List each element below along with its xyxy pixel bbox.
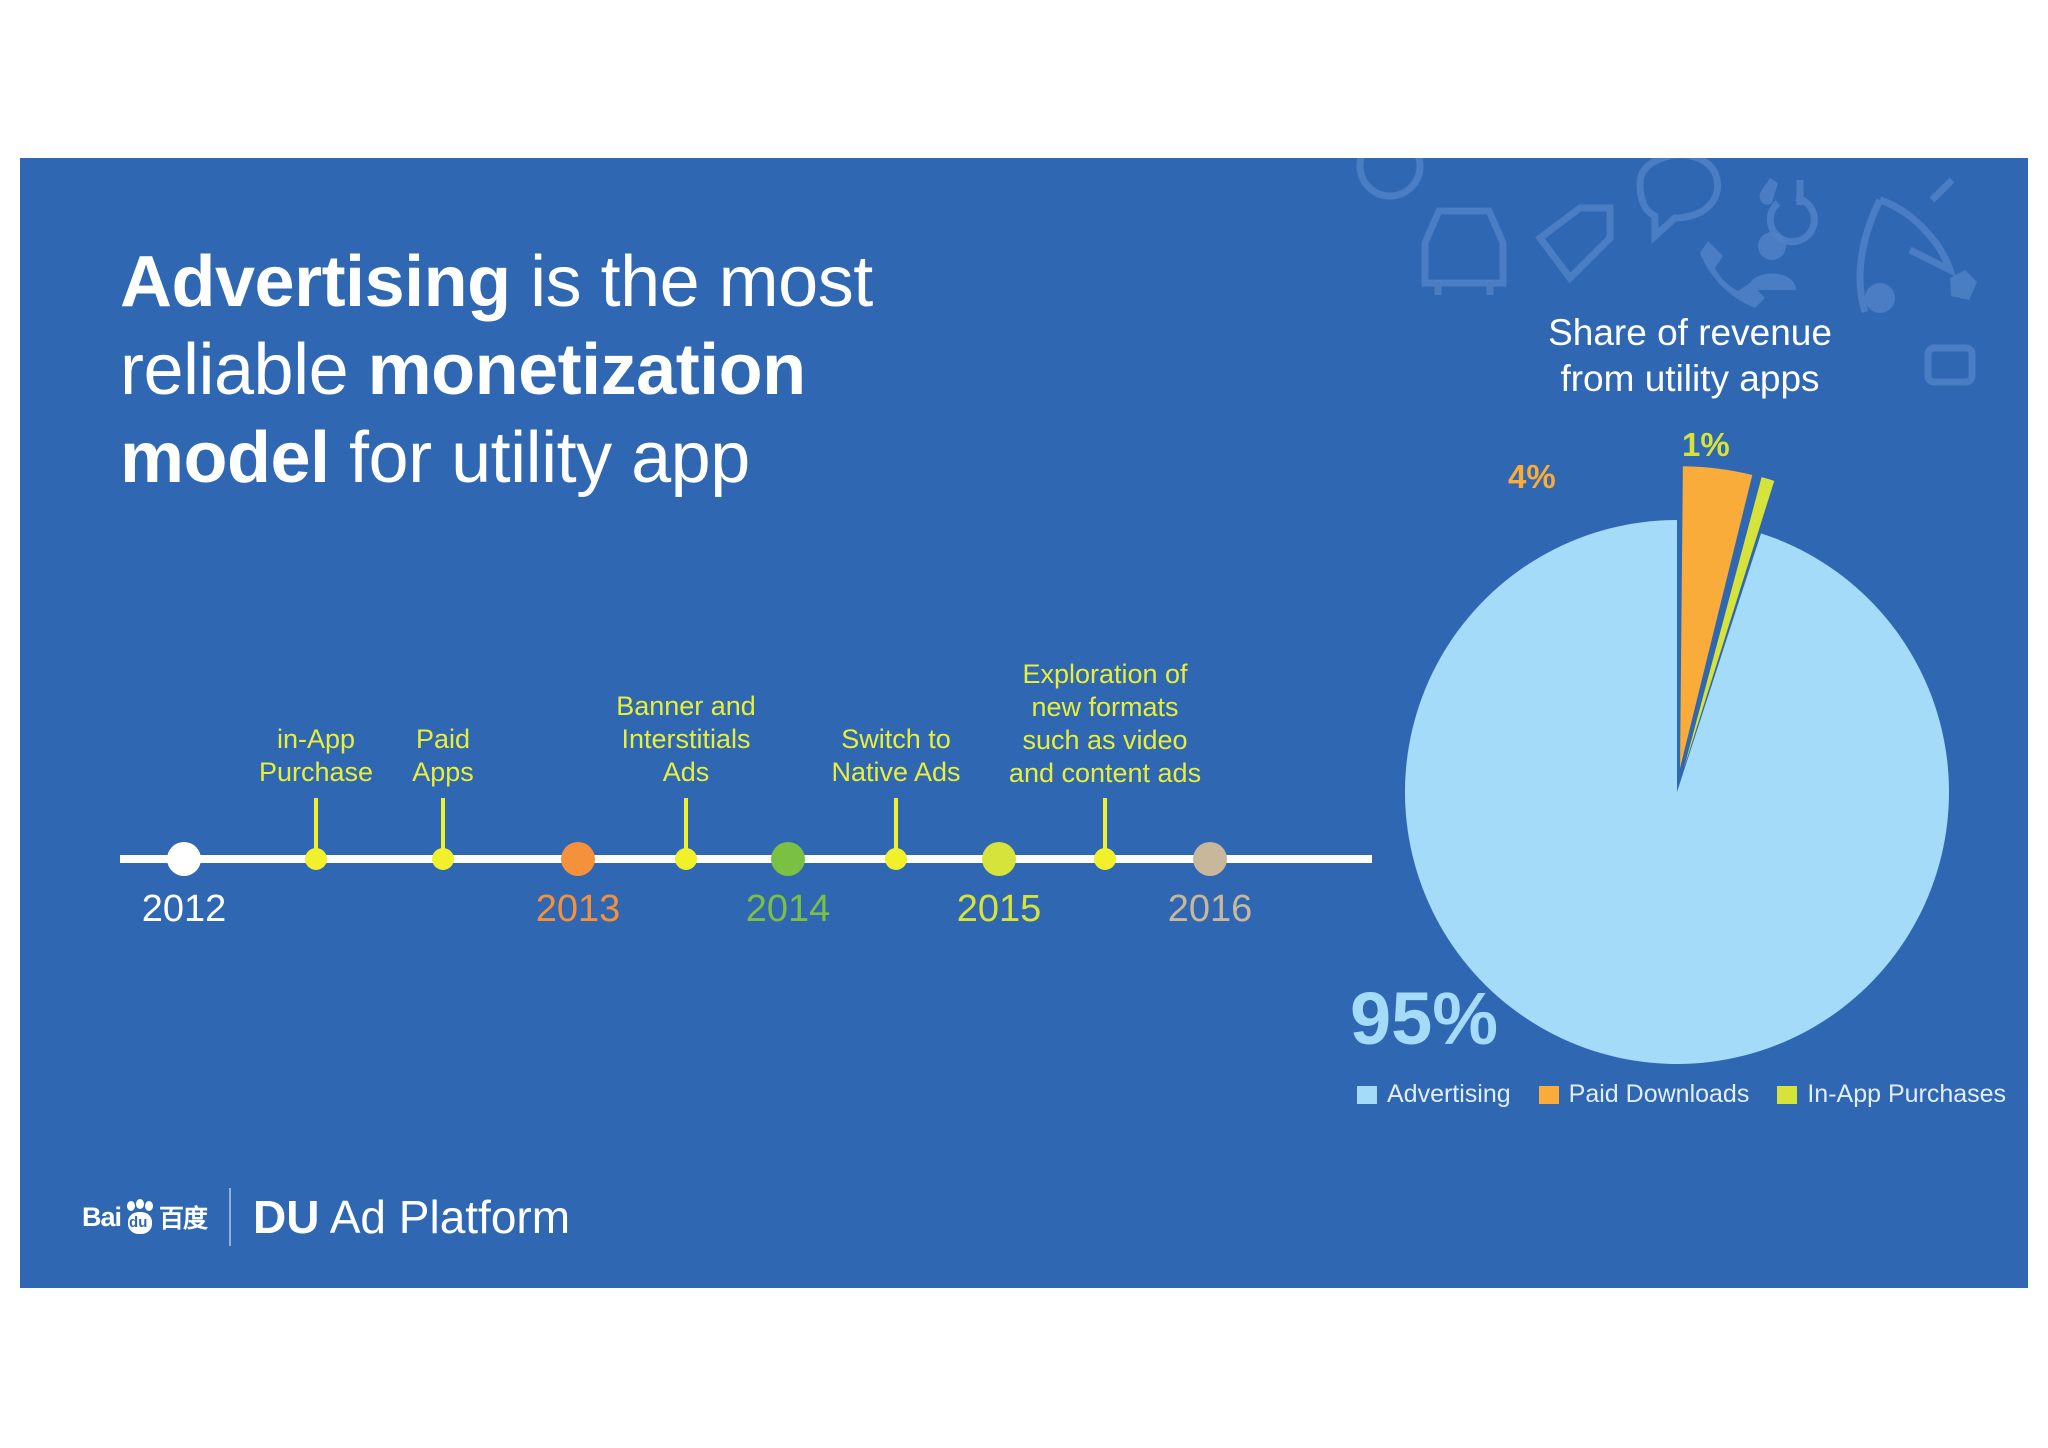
puzzle-icon [1950,270,1977,300]
pie-slice-advertising [1405,520,1949,1064]
user-icon [1758,232,1786,260]
power-icon [1766,180,1818,246]
legend-swatch [1777,1085,1798,1104]
legend-label: Paid Downloads [1568,1080,1750,1108]
milestone-label: Switch to Native Ads [831,724,961,787]
milestone-dot [885,848,907,870]
milestone-dot [1094,848,1116,870]
milestone-dot [305,848,327,870]
year-marker [167,842,201,876]
slice-label-advertising: 95% [1350,977,1499,1060]
legend-label: In-App Purchases [1807,1080,2007,1108]
pie-slice-in-app-purchases [1683,477,1775,769]
legend-label: Advertising [1387,1080,1511,1108]
tag-icon [1535,204,1614,284]
music-icon [1759,178,1778,205]
milestone-label: Exploration of new formats such as video… [1008,659,1202,788]
year-label: 2016 [1167,888,1253,930]
timeline [120,798,1372,876]
year-label: 2014 [745,888,831,930]
year-marker [982,842,1016,876]
year-label: 2015 [956,888,1042,930]
legend-swatch [1538,1085,1559,1104]
slice-label-in-app-purchases: 1% [1682,426,1730,463]
milestone-label: Paid Apps [412,724,474,787]
globe-icon [1356,158,1424,200]
pie-title: Share of revenue from utility apps [1548,312,1832,399]
year-marker [771,842,805,876]
chat-icon [1636,158,1722,244]
headline: Advertising is the most reliable monetiz… [120,242,873,498]
pie-chart [1405,466,1949,1064]
slide: Advertising is the most reliable monetiz… [20,158,2028,1288]
decorative-icons [1356,158,1977,386]
car-icon [1421,207,1507,295]
platform-name: DU Ad Platform [253,1191,571,1243]
year-label: 2013 [535,888,621,930]
dot-icon [1865,283,1895,313]
legend-item-paid-downloads: Paid Downloads [1538,1080,1750,1109]
footer: Bai du 百度 DU Ad Platform [82,1188,570,1246]
milestone-dot [432,848,454,870]
milestone-label: in-App Purchase [258,724,374,787]
slice-label-paid-downloads: 4% [1508,458,1556,495]
legend-item-in-app-purchases: In-App Purchases [1777,1080,2006,1109]
camera-icon [1924,344,1976,386]
year-label: 2012 [141,888,227,930]
arrow-icon [1856,196,1956,314]
year-marker [561,842,595,876]
pen-icon [1929,177,1955,203]
footer-divider [229,1188,232,1246]
pie-slice-paid-downloads [1680,466,1753,769]
legend-swatch [1357,1085,1377,1104]
paw-icon: du [123,1199,157,1235]
milestone-dot [675,848,697,870]
milestone-label: Banner and Interstitials Ads [616,691,756,787]
baidu-logo: Bai du 百度 [82,1199,208,1235]
phone-icon [1700,241,1765,308]
legend-item-advertising: Advertising [1357,1080,1511,1109]
legend: Advertising Paid Downloads In-App Purcha… [1357,1080,2006,1109]
year-marker [1193,842,1227,876]
